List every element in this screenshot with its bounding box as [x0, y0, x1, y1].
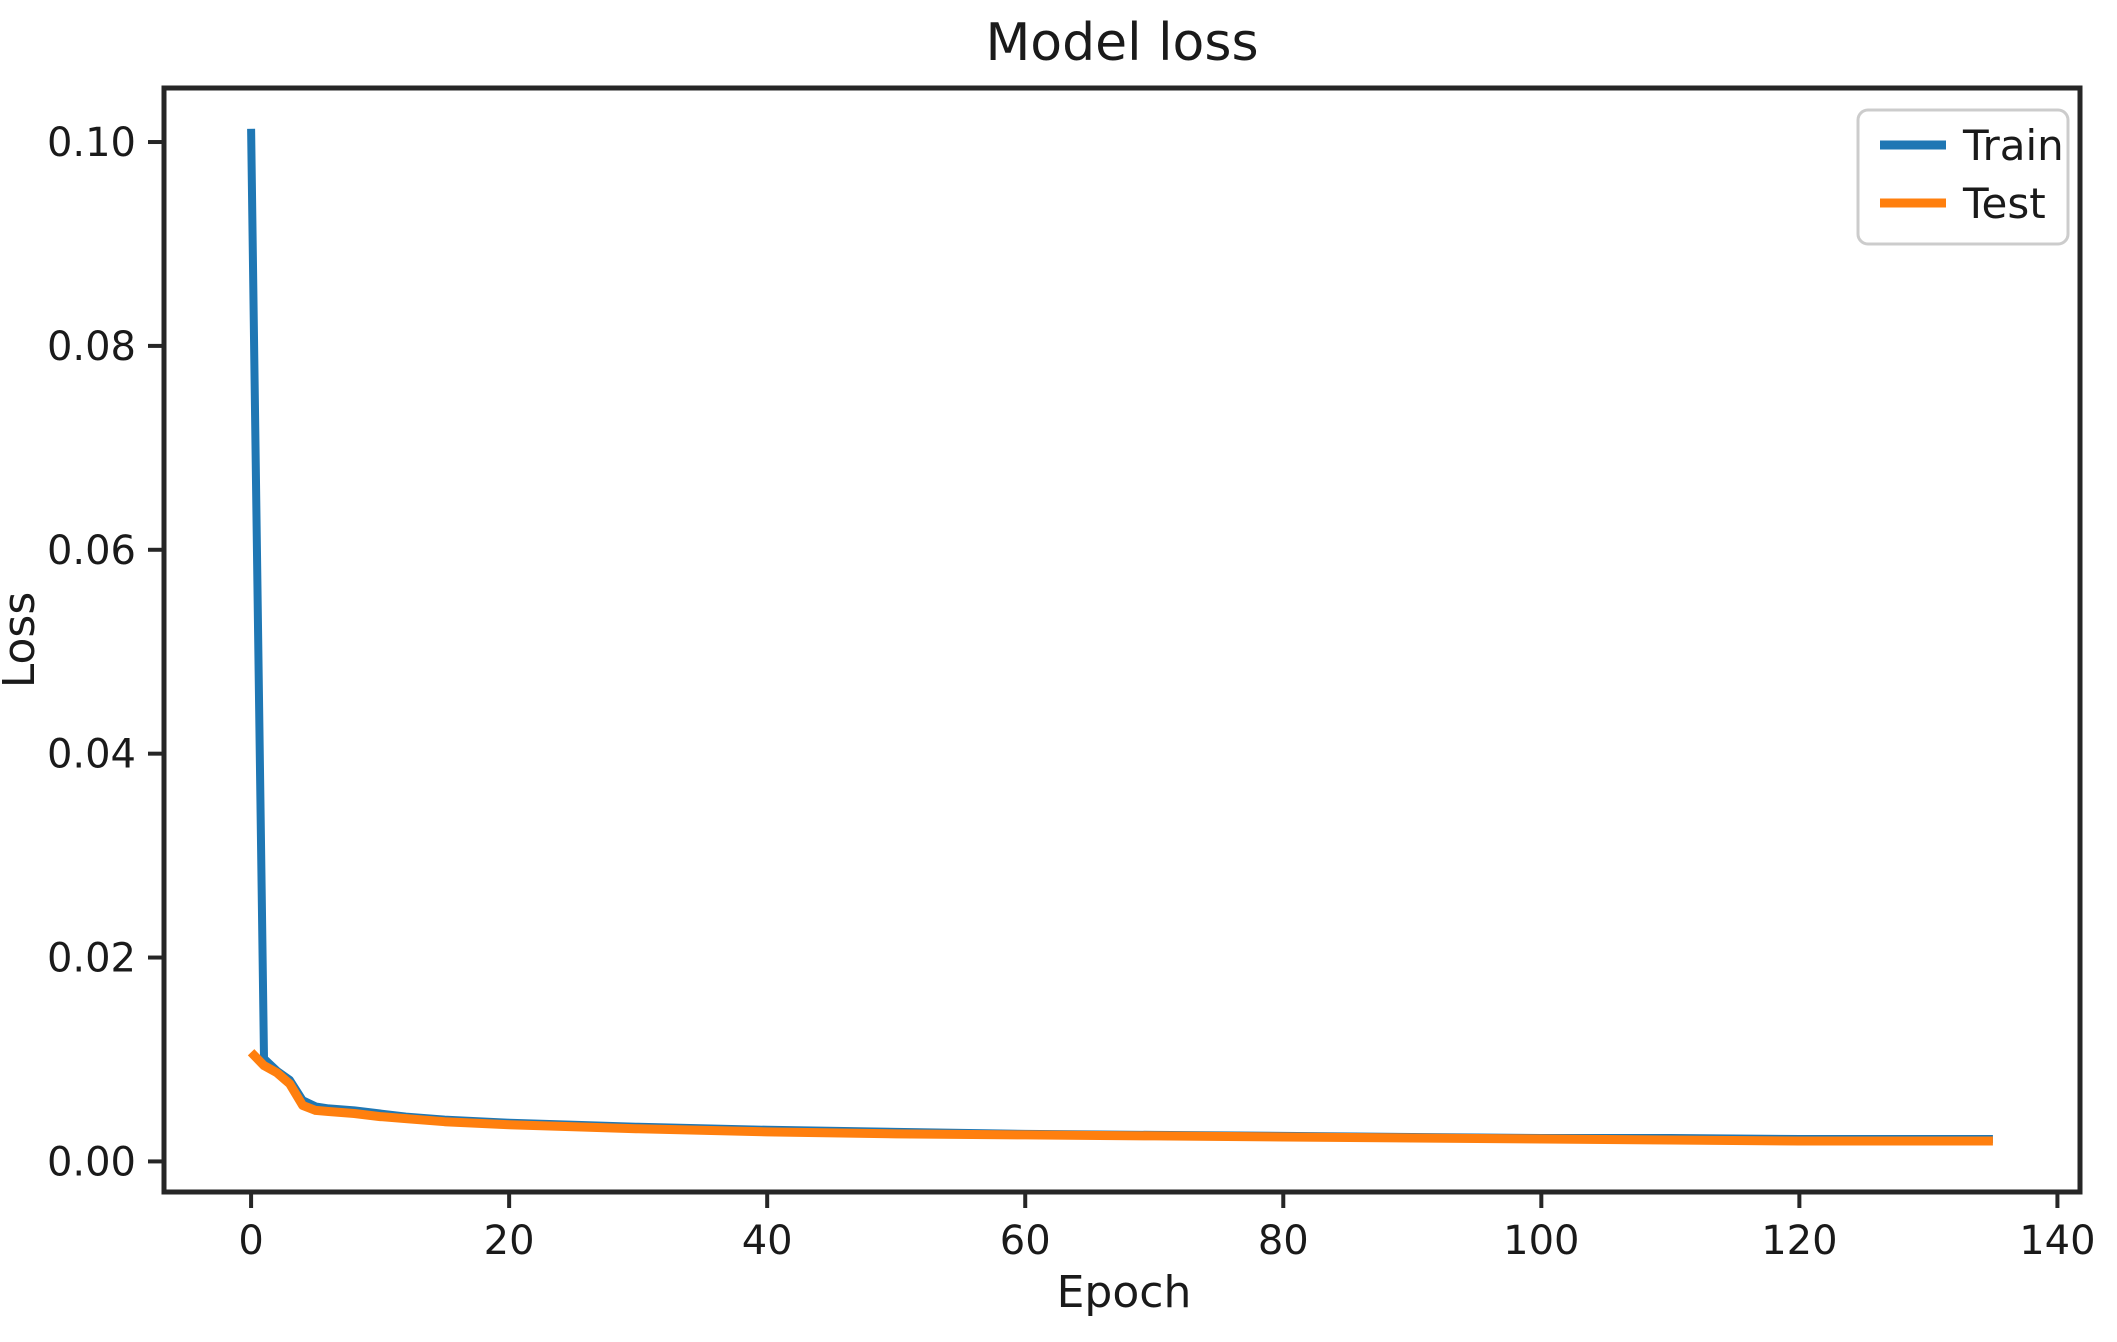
- y-tick-label: 0.06: [47, 528, 136, 574]
- y-tick-label: 0.04: [47, 732, 136, 778]
- y-tick-label: 0.10: [47, 120, 136, 166]
- x-tick-label: 20: [484, 1218, 535, 1264]
- axis-ticks: 0 20 40 60 80 100 120 140 0.00 0.02 0.04 0.06 0.08 0.…: [47, 120, 2096, 1264]
- x-tick-label: 60: [1000, 1218, 1051, 1264]
- chart-title: Model loss: [985, 13, 1258, 73]
- data-series: [247, 128, 1993, 1146]
- x-tick-label: 80: [1258, 1218, 1309, 1264]
- y-axis-label: Loss: [0, 592, 45, 689]
- legend-item-train: Train: [1880, 121, 2064, 170]
- series-line-train: [247, 128, 1993, 1143]
- y-tick-label: 0.08: [47, 324, 136, 370]
- x-axis-label: Epoch: [1057, 1267, 1192, 1318]
- legend: Train Test: [1856, 108, 2070, 246]
- x-tick-label: 0: [238, 1218, 263, 1264]
- x-tick-label: 140: [2019, 1218, 2095, 1264]
- y-tick-label: 0.00: [47, 1139, 136, 1185]
- x-tick-label: 40: [742, 1218, 793, 1264]
- y-tick-label: 0.02: [47, 936, 136, 982]
- x-tick-label: 100: [1503, 1218, 1579, 1264]
- legend-label-test: Test: [1962, 179, 2046, 228]
- legend-label-train: Train: [1962, 121, 2064, 170]
- x-tick-label: 120: [1761, 1218, 1837, 1264]
- legend-item-test: Test: [1880, 179, 2046, 228]
- plot-spines: [161, 85, 2083, 1195]
- series-line-test: [247, 1049, 1993, 1146]
